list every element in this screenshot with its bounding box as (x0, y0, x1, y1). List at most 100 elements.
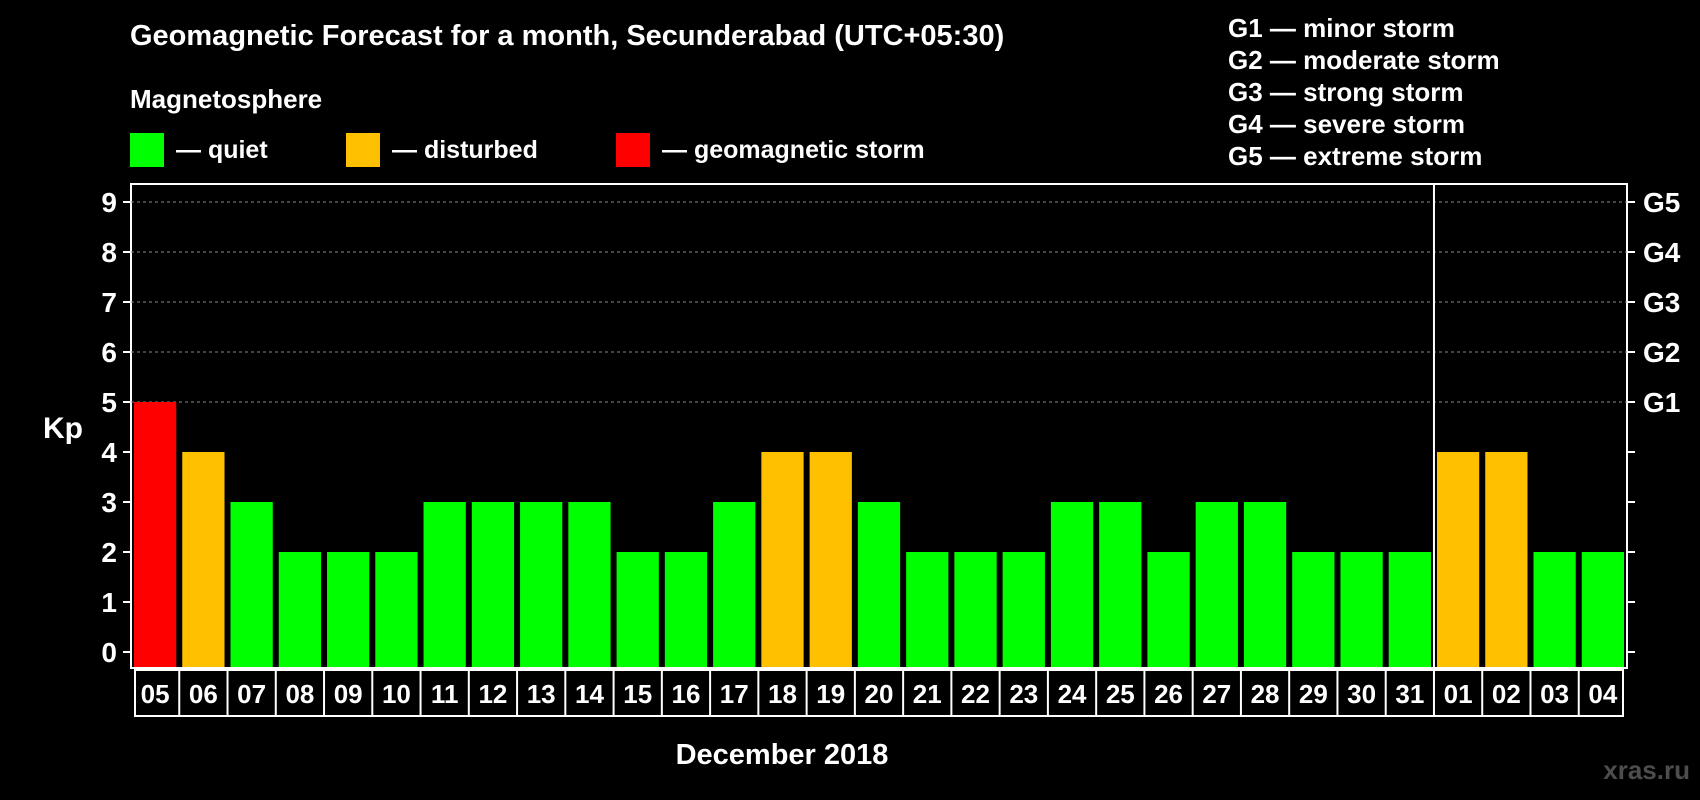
legend-storm-label: — geomagnetic storm (662, 135, 925, 164)
bar-21 (906, 552, 949, 667)
x-tick-label-15: 15 (623, 679, 652, 709)
right-tick-label-G1: G1 (1643, 387, 1680, 418)
x-tick-label-23: 23 (1009, 679, 1038, 709)
watermark: xras.ru (1603, 755, 1690, 785)
y-tick-label-4: 4 (101, 437, 117, 468)
legend-disturbed-label: — disturbed (392, 135, 538, 164)
y-tick-label-3: 3 (101, 487, 117, 518)
y-tick-label-6: 6 (101, 337, 117, 368)
bar-02 (1485, 452, 1528, 667)
scale-g2: G2 — moderate storm (1228, 45, 1500, 75)
x-axis-label: December 2018 (676, 739, 889, 771)
bar-11 (423, 502, 466, 667)
x-tick-label-14: 14 (575, 679, 604, 709)
bar-01 (1436, 452, 1480, 667)
x-tick-label-12: 12 (478, 679, 507, 709)
bar-30 (1340, 552, 1383, 667)
scale-g5: G5 — extreme storm (1228, 141, 1483, 171)
scale-g1: G1 — minor storm (1228, 13, 1455, 43)
bar-15 (616, 552, 659, 667)
bar-28 (1243, 502, 1287, 667)
bar-22 (954, 552, 997, 667)
y-axis-label: Kp (43, 412, 83, 445)
bar-31 (1388, 552, 1431, 667)
legend-storm: — geomagnetic storm (616, 133, 925, 167)
x-tick-label-30: 30 (1347, 679, 1376, 709)
right-tick-label-G3: G3 (1643, 287, 1680, 318)
chart-subtitle: Magnetosphere (130, 84, 323, 114)
bar-23 (1002, 552, 1045, 667)
x-tick-label-05: 05 (141, 679, 170, 709)
storm-scale-legend: G1 — minor storm G2 — moderate storm G3 … (1228, 12, 1500, 172)
x-tick-label-13: 13 (527, 679, 556, 709)
y-tick-label-7: 7 (101, 287, 117, 318)
bar-25 (1099, 502, 1142, 667)
chart-title: Geomagnetic Forecast for a month, Secund… (130, 20, 1005, 52)
y-tick-label-8: 8 (101, 237, 117, 268)
bar-06 (182, 452, 225, 667)
x-tick-label-06: 06 (189, 679, 218, 709)
bar-29 (1292, 552, 1335, 667)
bar-19 (809, 452, 852, 667)
x-label-box (134, 669, 1624, 717)
x-tick-label-21: 21 (913, 679, 942, 709)
x-tick-label-16: 16 (672, 679, 701, 709)
bar-13 (520, 502, 563, 667)
right-tick-label-G5: G5 (1643, 187, 1680, 218)
y-tick-label-0: 0 (101, 637, 117, 668)
legend-quiet-swatch (130, 133, 164, 167)
x-tick-label-25: 25 (1106, 679, 1135, 709)
right-tick-label-G4: G4 (1643, 237, 1681, 268)
x-tick-label-27: 27 (1202, 679, 1231, 709)
legend-quiet-label: — quiet (176, 135, 268, 164)
x-tick-label-01: 01 (1444, 679, 1473, 709)
legend-disturbed: — disturbed (346, 133, 538, 167)
x-tick-label-07: 07 (237, 679, 266, 709)
bar-05 (134, 402, 177, 667)
x-tick-label-17: 17 (720, 679, 749, 709)
bar-26 (1147, 552, 1190, 667)
bar-24 (1050, 502, 1094, 667)
plot-frame (130, 183, 1628, 669)
scale-g4: G4 — severe storm (1228, 109, 1466, 139)
bar-17 (713, 502, 756, 667)
right-tick-label-G2: G2 (1643, 337, 1680, 368)
x-tick-label-24: 24 (1058, 679, 1087, 709)
bar-16 (664, 552, 708, 667)
x-tick-label-09: 09 (334, 679, 363, 709)
x-tick-label-04: 04 (1588, 679, 1617, 709)
legend-disturbed-swatch (346, 133, 380, 167)
x-tick-label-28: 28 (1251, 679, 1280, 709)
scale-g3: G3 — strong storm (1228, 77, 1464, 107)
bar-03 (1533, 552, 1576, 667)
x-tick-label-18: 18 (768, 679, 797, 709)
x-tick-label-19: 19 (816, 679, 845, 709)
y-tick-label-5: 5 (101, 387, 117, 418)
bar-14 (568, 502, 611, 667)
x-tick-label-31: 31 (1395, 679, 1424, 709)
bar-04 (1581, 552, 1624, 667)
bar-18 (761, 452, 804, 667)
bar-07 (230, 502, 273, 667)
bar-09 (327, 552, 370, 667)
x-tick-label-29: 29 (1299, 679, 1328, 709)
x-tick-label-22: 22 (961, 679, 990, 709)
x-tick-label-11: 11 (431, 679, 459, 709)
bar-12 (471, 502, 515, 667)
x-tick-label-02: 02 (1492, 679, 1521, 709)
x-tick-label-26: 26 (1154, 679, 1183, 709)
bar-20 (857, 502, 901, 667)
y-tick-label-2: 2 (101, 537, 117, 568)
legend-quiet: — quiet (130, 133, 268, 167)
x-tick-label-10: 10 (382, 679, 411, 709)
y-tick-label-1: 1 (101, 587, 117, 618)
x-tick-label-08: 08 (285, 679, 314, 709)
legend-storm-swatch (616, 133, 650, 167)
x-tick-label-03: 03 (1540, 679, 1569, 709)
y-tick-label-9: 9 (101, 187, 117, 218)
bar-08 (278, 552, 322, 667)
bar-27 (1195, 502, 1238, 667)
x-tick-label-20: 20 (865, 679, 894, 709)
bar-10 (375, 552, 418, 667)
